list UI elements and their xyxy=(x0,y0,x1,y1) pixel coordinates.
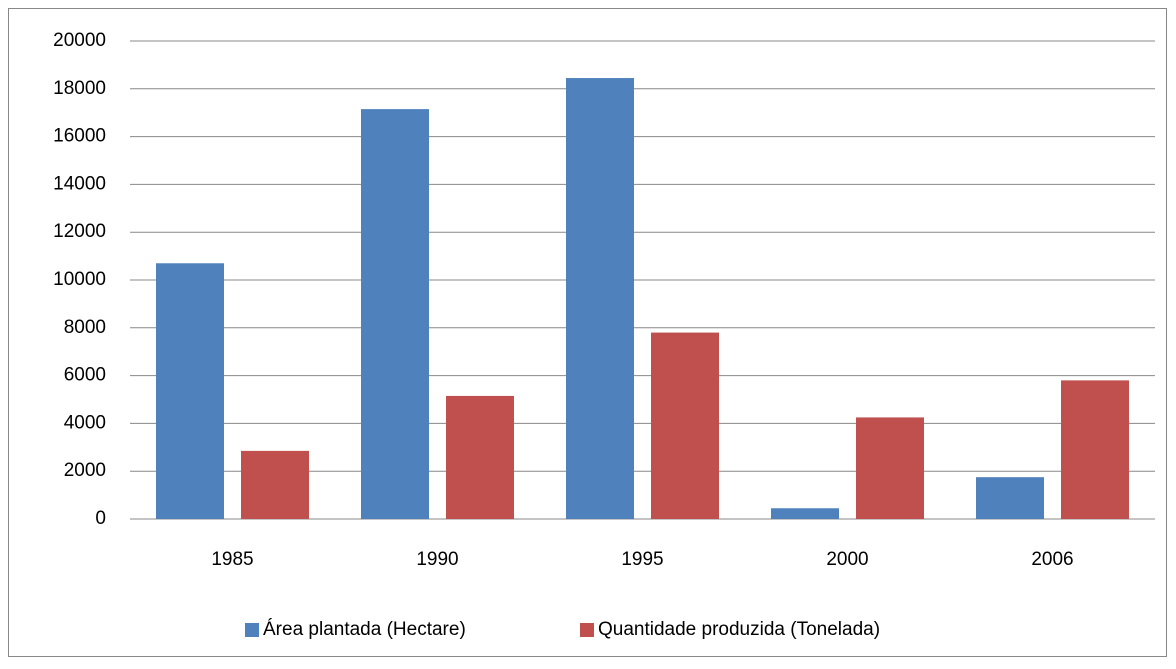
x-tick-label: 1995 xyxy=(621,549,663,570)
legend-label: Área plantada (Hectare) xyxy=(263,619,466,640)
legend-swatch xyxy=(580,623,594,637)
bar xyxy=(156,263,224,519)
y-tick-label: 2000 xyxy=(64,460,106,481)
x-tick-label: 2006 xyxy=(1031,549,1073,570)
legend-label: Quantidade produzida (Tonelada) xyxy=(598,619,880,640)
bar xyxy=(651,332,719,519)
y-tick-label: 8000 xyxy=(64,317,106,338)
y-tick-label: 14000 xyxy=(53,173,106,194)
bar xyxy=(361,109,429,520)
y-tick-label: 4000 xyxy=(64,412,106,433)
bar xyxy=(976,477,1044,519)
y-tick-label: 0 xyxy=(95,508,106,529)
bar xyxy=(771,508,839,519)
bar xyxy=(241,450,309,519)
y-tick-label: 20000 xyxy=(53,30,106,51)
bar xyxy=(1061,380,1129,519)
y-tick-label: 12000 xyxy=(53,221,106,242)
bar xyxy=(446,395,514,519)
y-tick-label: 18000 xyxy=(53,78,106,99)
legend-swatch xyxy=(245,623,259,637)
bar xyxy=(856,417,924,519)
y-tick-label: 16000 xyxy=(53,126,106,147)
x-tick-label: 1990 xyxy=(416,549,458,570)
x-tick-label: 2000 xyxy=(826,549,868,570)
x-tick-label: 1985 xyxy=(211,549,253,570)
y-tick-label: 10000 xyxy=(53,269,106,290)
y-tick-label: 6000 xyxy=(64,365,106,386)
bar xyxy=(566,78,634,520)
